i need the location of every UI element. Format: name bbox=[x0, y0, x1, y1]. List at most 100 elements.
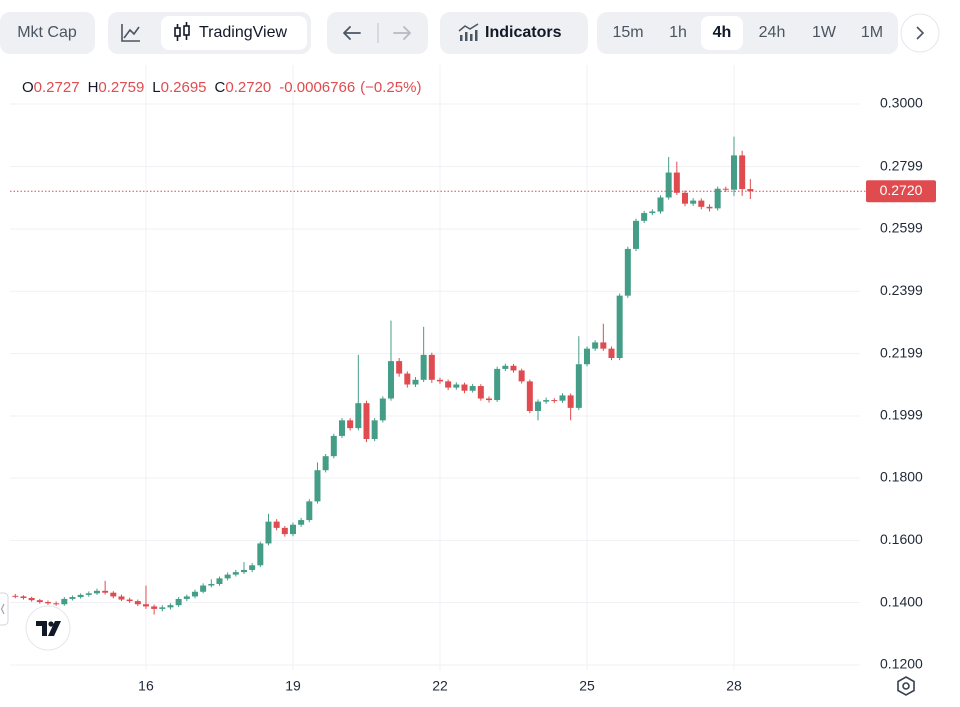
candle-body bbox=[510, 365, 517, 371]
candle-body bbox=[126, 599, 133, 602]
candle-body bbox=[85, 593, 92, 595]
candle-body bbox=[567, 395, 574, 408]
legend-value: 0.2720 bbox=[225, 79, 271, 96]
tradingview-button[interactable] bbox=[161, 16, 307, 50]
interval-group bbox=[597, 12, 898, 54]
last-price-tag bbox=[866, 180, 936, 203]
candle-body bbox=[428, 354, 435, 380]
candle-body bbox=[730, 155, 737, 190]
interval-label[interactable]: 1h bbox=[669, 24, 687, 41]
y-tick-label: 0.1200 bbox=[880, 656, 923, 672]
candle-body bbox=[714, 188, 721, 209]
candle-body bbox=[469, 386, 476, 391]
candle-body bbox=[53, 603, 60, 605]
candle-body bbox=[404, 373, 411, 385]
candle-body bbox=[232, 572, 239, 575]
candle-body bbox=[322, 456, 329, 471]
y-tick-label: 0.2199 bbox=[880, 344, 923, 360]
candle-body bbox=[224, 574, 231, 579]
interval-label[interactable]: 15m bbox=[612, 24, 643, 41]
tv-logo-mark bbox=[36, 621, 61, 636]
candle-body bbox=[273, 521, 280, 528]
candle-body bbox=[518, 370, 525, 382]
candle-body bbox=[706, 206, 713, 209]
interval-list: 15m 1h 4h 24h 1W 1M bbox=[612, 16, 883, 50]
candle-body bbox=[649, 211, 656, 214]
candle-body bbox=[453, 384, 460, 388]
legend-key: H bbox=[88, 79, 99, 96]
candle-body bbox=[534, 401, 541, 411]
candle-body bbox=[608, 348, 615, 358]
legend-change: -0.0006766 bbox=[279, 79, 355, 96]
forward-arrow[interactable] bbox=[393, 26, 411, 40]
candle-body bbox=[396, 361, 403, 374]
legend-value: 0.2695 bbox=[161, 79, 207, 96]
indicators-icon bbox=[458, 23, 479, 41]
candle-body bbox=[698, 200, 705, 207]
interval-selected[interactable] bbox=[701, 16, 743, 50]
y-tick-label: 0.2599 bbox=[880, 220, 923, 236]
candle-body bbox=[624, 248, 631, 296]
legend-key: L bbox=[152, 79, 160, 96]
candle-body bbox=[216, 578, 223, 584]
candle-body bbox=[543, 400, 550, 402]
candle-body bbox=[347, 420, 354, 429]
legend-value: 0.2727 bbox=[34, 79, 80, 96]
candle-body bbox=[371, 420, 378, 440]
candle-body bbox=[77, 594, 84, 598]
candle-body bbox=[502, 365, 509, 369]
back-arrow[interactable] bbox=[343, 26, 361, 40]
more-button[interactable] bbox=[900, 13, 940, 53]
candle-body bbox=[657, 197, 664, 212]
candle-body bbox=[110, 592, 117, 597]
mkt-cap-label: Mkt Cap bbox=[17, 24, 77, 41]
candle-body bbox=[265, 521, 272, 544]
candle-icon bbox=[174, 22, 190, 41]
candle-body bbox=[690, 200, 697, 204]
candle-body bbox=[44, 602, 51, 604]
overlay: 0.2720 bbox=[10, 180, 936, 203]
interval-label[interactable]: 4h bbox=[713, 24, 732, 41]
candle-body bbox=[681, 192, 688, 204]
interval-label[interactable]: 1W bbox=[812, 24, 837, 41]
interval-label[interactable]: 1M bbox=[861, 24, 883, 41]
candle-body bbox=[208, 583, 215, 586]
candle-body bbox=[739, 155, 746, 190]
grid: 0.1200 0.1400 0.1600 0.1800 0.1999 0.2199 0.23… bbox=[10, 65, 923, 694]
candle-body bbox=[191, 591, 198, 597]
candle-body bbox=[298, 520, 305, 525]
candles bbox=[12, 136, 754, 615]
candle-body bbox=[616, 295, 623, 358]
mkt-cap-button[interactable] bbox=[0, 12, 95, 54]
candle-body bbox=[592, 342, 599, 349]
candle-body bbox=[102, 590, 109, 593]
settings-icon[interactable] bbox=[897, 676, 915, 696]
y-tick-label: 0.2799 bbox=[880, 157, 923, 173]
candle-body bbox=[477, 386, 484, 399]
candle-body bbox=[412, 379, 419, 385]
candle-body bbox=[69, 597, 76, 599]
scroll-tab[interactable] bbox=[0, 592, 9, 626]
candle-body bbox=[485, 398, 492, 401]
candle-body bbox=[281, 527, 288, 535]
candle-body bbox=[363, 403, 370, 440]
candle-body bbox=[93, 590, 100, 594]
candle-body bbox=[20, 596, 27, 598]
candle-body bbox=[28, 597, 35, 601]
candle-body bbox=[134, 601, 141, 605]
interval-label[interactable]: 24h bbox=[759, 24, 786, 41]
candle-body bbox=[338, 420, 345, 436]
line-chart-icon[interactable] bbox=[121, 24, 140, 42]
y-tick-label: 0.1600 bbox=[880, 531, 923, 547]
candle-body bbox=[641, 213, 648, 221]
candle-body bbox=[142, 604, 149, 607]
candle-body bbox=[722, 188, 729, 190]
indicators-button[interactable] bbox=[440, 12, 588, 54]
candle-body bbox=[665, 172, 672, 198]
indicators-label: Indicators bbox=[485, 24, 562, 41]
legend-key: O bbox=[22, 79, 34, 96]
candle-body bbox=[355, 403, 362, 429]
candle-body bbox=[461, 384, 468, 391]
candle-body bbox=[200, 585, 207, 592]
candle-body bbox=[551, 400, 558, 402]
